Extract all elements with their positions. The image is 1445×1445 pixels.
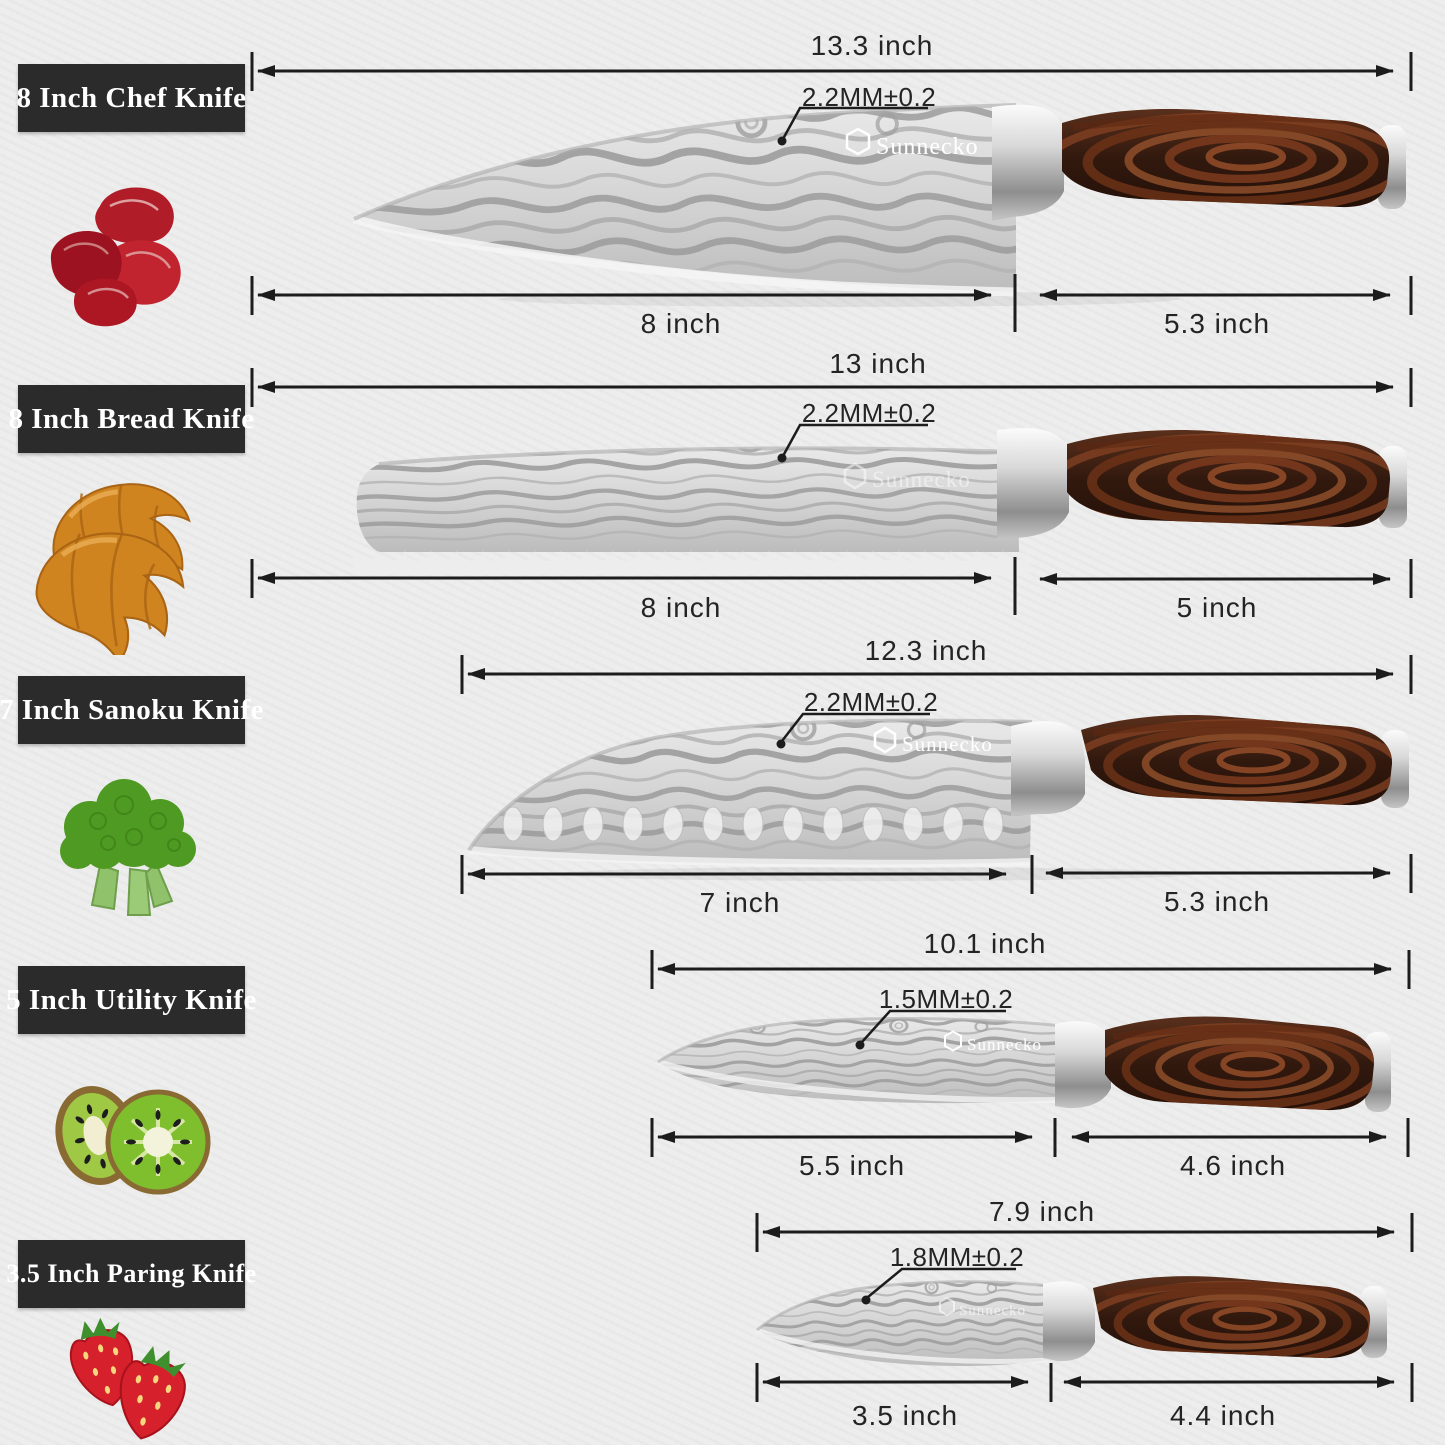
chef-knife-image: Sunnecko	[352, 103, 1406, 307]
paring-knife-handle	[1043, 1276, 1387, 1362]
beef-cubes-image	[50, 187, 181, 327]
bread-handle-length-label: 5 inch	[1176, 592, 1258, 623]
sunnecko-logo-text: Sunnecko	[959, 1303, 1026, 1319]
utility-knife-blade	[657, 1017, 1064, 1104]
bread-knife-image: Sunnecko	[353, 428, 1407, 575]
chef-thickness-label: 2.2MM±0.2	[801, 82, 937, 112]
paring-handle-length-label: 4.4 inch	[1169, 1400, 1277, 1431]
sunnecko-logo-text: Sunnecko	[876, 134, 979, 160]
paring-blade-length-label: 3.5 inch	[851, 1400, 959, 1431]
bread-blade-length-label: 8 inch	[640, 592, 722, 623]
utility-thickness-label: 1.5MM±0.2	[878, 984, 1014, 1014]
chef-blade-length-label: 8 inch	[640, 308, 722, 339]
sunnecko-logo-text: Sunnecko	[967, 1035, 1042, 1054]
broccoli-image	[60, 779, 196, 916]
bread-knife-name: 8 Inch Bread Knife	[8, 402, 255, 435]
utility-total-length-label: 10.1 inch	[923, 928, 1047, 959]
paring-thickness-label: 1.8MM±0.2	[889, 1242, 1025, 1272]
sunnecko-logo: Sunnecko	[843, 462, 971, 492]
chef-knife-handle	[992, 104, 1406, 221]
utility-handle-length-label: 4.6 inch	[1179, 1150, 1287, 1181]
santoku-knife-name-plate: 7 Inch Sanoku Knife	[0, 676, 263, 744]
bread-knife-name-plate: 8 Inch Bread Knife	[8, 385, 254, 453]
chef-knife-name: 8 Inch Chef Knife	[16, 81, 247, 114]
granton-dimples	[502, 806, 1004, 842]
santoku-handle-length-label: 5.3 inch	[1163, 886, 1271, 917]
paring-knife-name-plate: 3.5 Inch Paring Knife	[6, 1240, 256, 1308]
utility-knife-image: Sunnecko	[657, 1016, 1391, 1112]
utility-blade-length-label: 5.5 inch	[798, 1150, 906, 1181]
bread-knife-blade	[353, 446, 1029, 575]
paring-knife-image: Sunnecko	[756, 1276, 1387, 1367]
kiwi-image	[55, 1086, 211, 1195]
strawberries-image	[62, 1311, 192, 1445]
utility-knife-handle	[1055, 1016, 1391, 1112]
sunnecko-logo-text: Sunnecko	[902, 732, 993, 756]
chef-knife-name-plate: 8 Inch Chef Knife	[16, 64, 247, 132]
santoku-thickness-label: 2.2MM±0.2	[803, 687, 939, 717]
paring-total-length-label: 7.9 inch	[988, 1196, 1096, 1227]
bread-knife-handle	[997, 428, 1407, 540]
bread-thickness-label: 2.2MM±0.2	[801, 398, 937, 428]
chef-handle-length-label: 5.3 inch	[1163, 308, 1271, 339]
croissants-image	[25, 470, 200, 655]
utility-knife-name-plate: 5 Inch Utility Knife	[6, 966, 256, 1034]
chef-total-length-label: 13.3 inch	[810, 30, 934, 61]
sunnecko-logo-icon	[939, 1296, 955, 1317]
santoku-knife-image: Sunnecko	[467, 715, 1409, 881]
paring-knife-blade	[756, 1280, 1051, 1367]
santoku-blade-length-label: 7 inch	[699, 887, 781, 918]
santoku-knife-name: 7 Inch Sanoku Knife	[0, 693, 264, 726]
sunnecko-logo: Sunnecko	[939, 1296, 1026, 1319]
santoku-total-length-label: 12.3 inch	[864, 635, 988, 666]
santoku-knife-handle	[1011, 715, 1409, 816]
santoku-knife-blade	[467, 718, 1033, 868]
utility-knife-name: 5 Inch Utility Knife	[6, 983, 257, 1016]
sunnecko-logo-icon	[843, 462, 867, 490]
paring-knife-name: 3.5 Inch Paring Knife	[6, 1259, 257, 1288]
sunnecko-logo-text: Sunnecko	[872, 467, 971, 492]
bread-total-length-label: 13 inch	[829, 348, 927, 379]
